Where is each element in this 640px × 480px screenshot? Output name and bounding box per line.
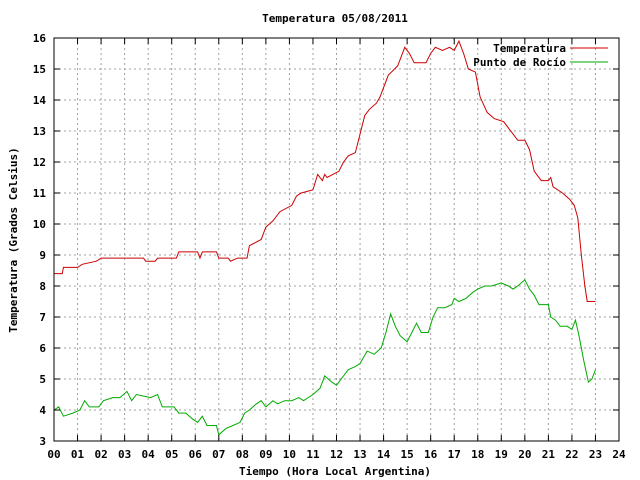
y-tick-label: 14 bbox=[33, 94, 47, 107]
series-layer bbox=[53, 39, 596, 436]
x-tick-label: 06 bbox=[189, 448, 203, 461]
x-tick-label: 11 bbox=[306, 448, 320, 461]
x-tick-label: 19 bbox=[495, 448, 508, 461]
x-tick-label: 13 bbox=[353, 448, 366, 461]
x-tick-label: 04 bbox=[142, 448, 156, 461]
tick-marks bbox=[53, 37, 620, 442]
legend-label-temperatura: Temperatura bbox=[493, 42, 566, 55]
x-tick-label: 22 bbox=[565, 448, 578, 461]
y-tick-label: 4 bbox=[39, 404, 46, 417]
x-tick-label: 05 bbox=[165, 448, 178, 461]
x-tick-label: 03 bbox=[118, 448, 131, 461]
x-tick-label: 12 bbox=[330, 448, 343, 461]
x-tick-label: 17 bbox=[448, 448, 461, 461]
y-tick-label: 9 bbox=[39, 249, 46, 262]
legend: Temperatura Punto de Rocío bbox=[473, 42, 608, 69]
y-tick-label: 10 bbox=[33, 218, 46, 231]
grid bbox=[54, 38, 619, 441]
y-tick-label: 8 bbox=[39, 280, 46, 293]
x-tick-label: 15 bbox=[401, 448, 414, 461]
x-tick-label: 18 bbox=[471, 448, 484, 461]
x-tick-label: 20 bbox=[518, 448, 531, 461]
x-tick-label: 14 bbox=[377, 448, 391, 461]
x-tick-label: 10 bbox=[283, 448, 296, 461]
y-tick-labels: 3 4 5 6 7 8 9 10 11 12 13 14 15 16 bbox=[33, 32, 47, 448]
x-tick-label: 02 bbox=[94, 448, 107, 461]
x-tick-label: 24 bbox=[612, 448, 626, 461]
x-axis-label: Tiempo (Hora Local Argentina) bbox=[239, 465, 431, 478]
x-tick-label: 23 bbox=[589, 448, 602, 461]
legend-label-punto-de-rocio: Punto de Rocío bbox=[473, 56, 566, 69]
x-tick-label: 07 bbox=[212, 448, 225, 461]
y-tick-label: 6 bbox=[39, 342, 46, 355]
y-tick-label: 7 bbox=[39, 311, 46, 324]
y-tick-label: 12 bbox=[33, 156, 46, 169]
x-tick-label: 00 bbox=[47, 448, 60, 461]
chart-title: Temperatura 05/08/2011 bbox=[262, 12, 408, 25]
y-tick-label: 15 bbox=[33, 63, 46, 76]
y-tick-label: 11 bbox=[33, 187, 47, 200]
punto-de-rocio-line bbox=[53, 278, 596, 436]
x-tick-label: 01 bbox=[71, 448, 85, 461]
x-tick-label: 08 bbox=[236, 448, 249, 461]
y-axis-label: Temperatura (Grados Celsius) bbox=[7, 147, 20, 332]
x-tick-label: 21 bbox=[542, 448, 556, 461]
x-tick-label: 16 bbox=[424, 448, 438, 461]
x-tick-labels: 00 01 02 03 04 05 06 07 08 09 10 11 12 13 14 15 16 17 18 19… bbox=[47, 448, 626, 461]
y-tick-label: 13 bbox=[33, 125, 46, 138]
x-tick-label: 09 bbox=[259, 448, 272, 461]
y-tick-label: 3 bbox=[39, 435, 46, 448]
y-tick-label: 5 bbox=[39, 373, 46, 386]
y-tick-label: 16 bbox=[33, 32, 47, 45]
temperatura-line bbox=[54, 39, 596, 302]
